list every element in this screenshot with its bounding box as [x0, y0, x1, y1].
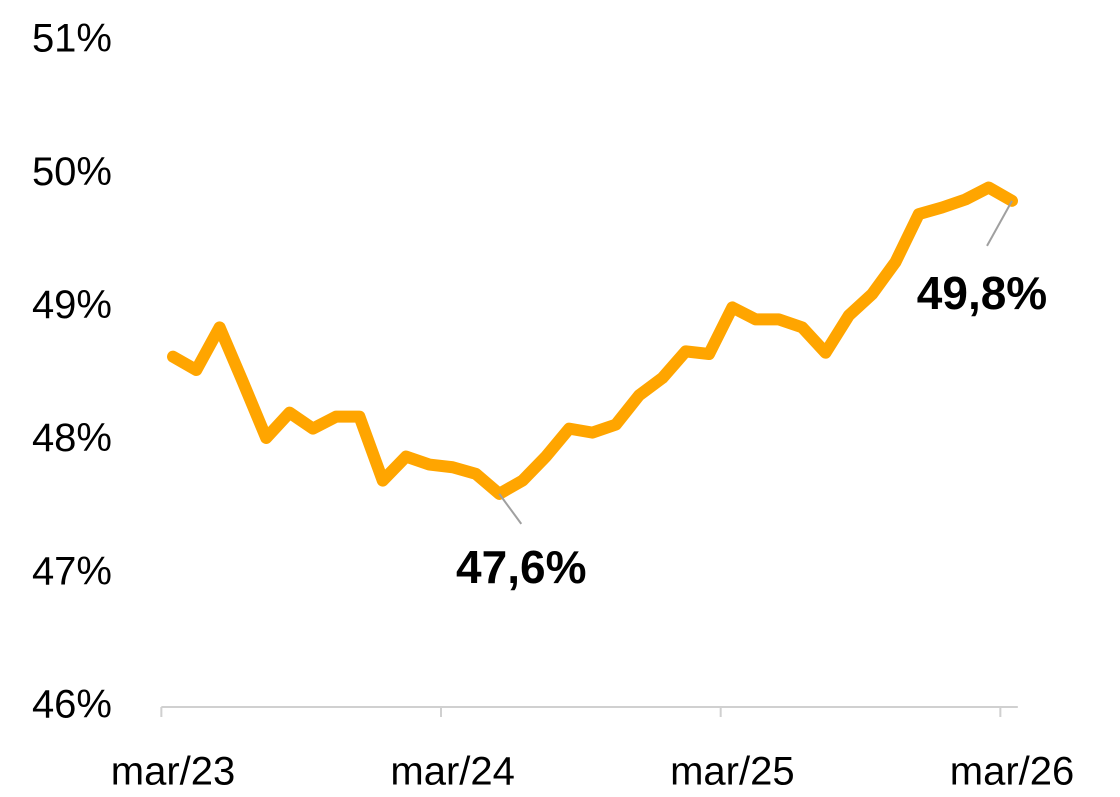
data-label: 47,6% — [456, 541, 586, 593]
line-series — [167, 181, 1018, 500]
y-tick-label: 46% — [32, 683, 112, 727]
y-tick-label: 51% — [32, 17, 112, 61]
y-tick-label: 47% — [32, 549, 112, 593]
x-tick-label: mar/23 — [111, 750, 236, 794]
leader-line — [498, 493, 523, 525]
x-tick-label: mar/26 — [950, 750, 1075, 794]
y-tick-label: 50% — [32, 150, 112, 194]
x-tick-label: mar/25 — [670, 750, 795, 794]
data-label: 49,8% — [917, 267, 1047, 319]
y-tick-label: 48% — [32, 416, 112, 460]
x-tick-label: mar/24 — [390, 750, 515, 794]
leader-line — [986, 200, 1013, 247]
y-tick-label: 49% — [32, 283, 112, 327]
